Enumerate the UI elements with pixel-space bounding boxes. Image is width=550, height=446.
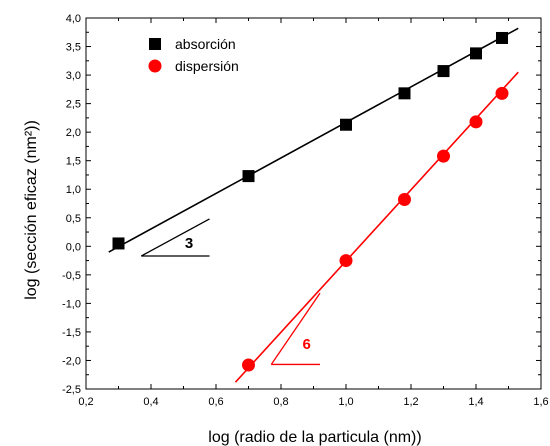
y-tick-label: -1,5	[62, 327, 81, 339]
x-tick-label: 0,2	[78, 396, 93, 408]
y-tick-label: 0,5	[66, 213, 81, 225]
data-point-square	[496, 31, 508, 44]
x-tick-label: 1,0	[338, 396, 353, 408]
x-tick-label: 1,6	[533, 396, 548, 408]
fit-line-1	[108, 27, 519, 253]
data-point-circle	[398, 193, 411, 207]
data-point-square	[470, 47, 482, 60]
y-tick-label: 4,0	[66, 13, 81, 25]
y-tick-label: -2,0	[62, 355, 81, 367]
slope-triangle-hypotenuse	[140, 218, 210, 257]
x-axis-label: log (radio de la particula (nm))	[208, 429, 421, 446]
data-point-circle	[437, 149, 450, 163]
data-point-circle	[339, 254, 353, 268]
data-point-square	[398, 87, 411, 100]
legend-label: absorción	[175, 36, 236, 52]
data-point-square	[340, 118, 352, 131]
data-point-square	[112, 237, 125, 250]
x-tick-label: 0,8	[273, 396, 288, 408]
data-point-circle	[242, 358, 255, 372]
y-tick-label: 1,5	[66, 156, 81, 168]
data-point-square	[437, 65, 450, 78]
plot-area	[85, 17, 542, 390]
slope-triangle-hypotenuse	[270, 292, 321, 365]
y-tick-label: -1,0	[62, 298, 81, 310]
axes: 0,2 0,4 0,6 0,8 1,0 1,2 1,4 1,6 -2,5 -2,0 -1,5 -1,0…	[62, 13, 549, 408]
legend-marker-circle	[148, 59, 162, 73]
legend-marker-square	[149, 38, 161, 50]
slope-label: 6	[302, 336, 310, 353]
y-tick-label: 1,0	[66, 184, 81, 196]
plot-frame	[85, 17, 542, 390]
data-point-circle	[495, 86, 509, 100]
x-tick-label: 0,6	[208, 396, 223, 408]
slope-label: 3	[185, 235, 193, 252]
x-tick-label: 1,4	[468, 396, 483, 408]
x-tick-label: 1,2	[403, 396, 418, 408]
x-tick-label: 0,4	[143, 396, 158, 408]
data-marks: 36	[108, 27, 519, 383]
y-axis-label: log (sección eficaz (nm²))	[23, 120, 40, 300]
legend: absorción dispersión	[148, 36, 239, 74]
y-tick-label: 2,0	[66, 127, 81, 139]
data-point-circle	[469, 115, 483, 129]
data-point-square	[242, 170, 255, 183]
legend-label: dispersión	[175, 58, 239, 74]
y-tick-label: -0,5	[62, 270, 81, 282]
y-tick-label: -2,5	[62, 384, 81, 396]
y-tick-label: 2,5	[66, 99, 81, 111]
y-tick-label: 0,0	[66, 241, 81, 253]
y-tick-label: 3,0	[66, 70, 81, 82]
y-tick-label: 3,5	[66, 42, 81, 54]
